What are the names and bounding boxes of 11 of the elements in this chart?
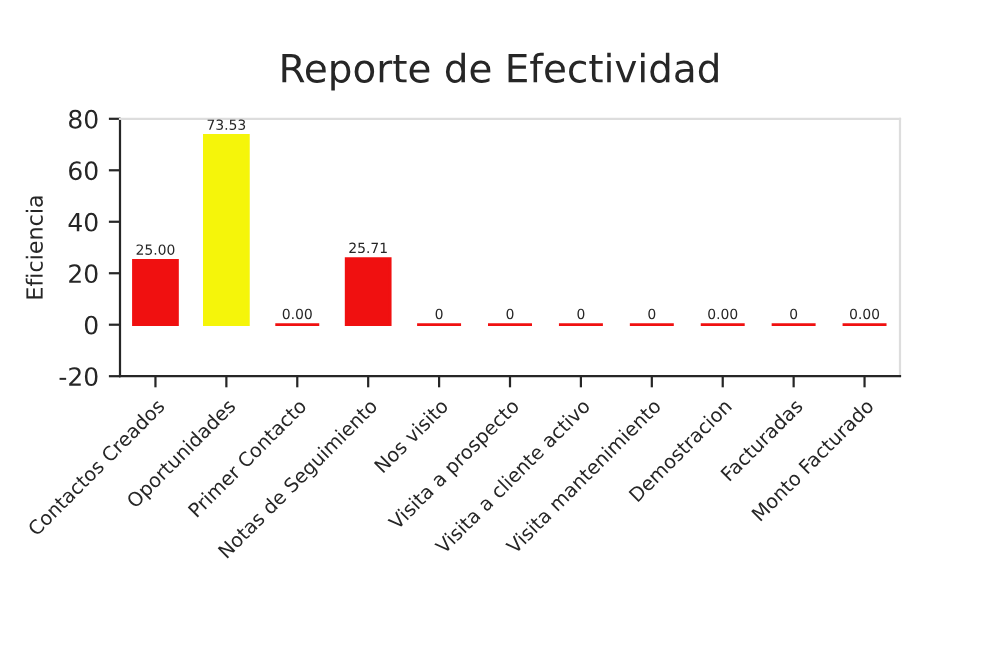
y-tick-label: -20 — [59, 367, 98, 387]
chart-title: Reporte de Efectividad — [282, 52, 718, 91]
y-tick-label: 80 — [69, 109, 98, 129]
bar — [132, 258, 179, 327]
y-tick-label: 0 — [84, 315, 98, 335]
y-axis-title: Eficiencia — [25, 196, 43, 299]
y-tick-label: 20 — [69, 264, 98, 284]
bar — [344, 257, 392, 327]
bar — [202, 134, 250, 327]
y-tick-label: 40 — [68, 212, 98, 232]
y-tick-label: 60 — [69, 161, 98, 181]
